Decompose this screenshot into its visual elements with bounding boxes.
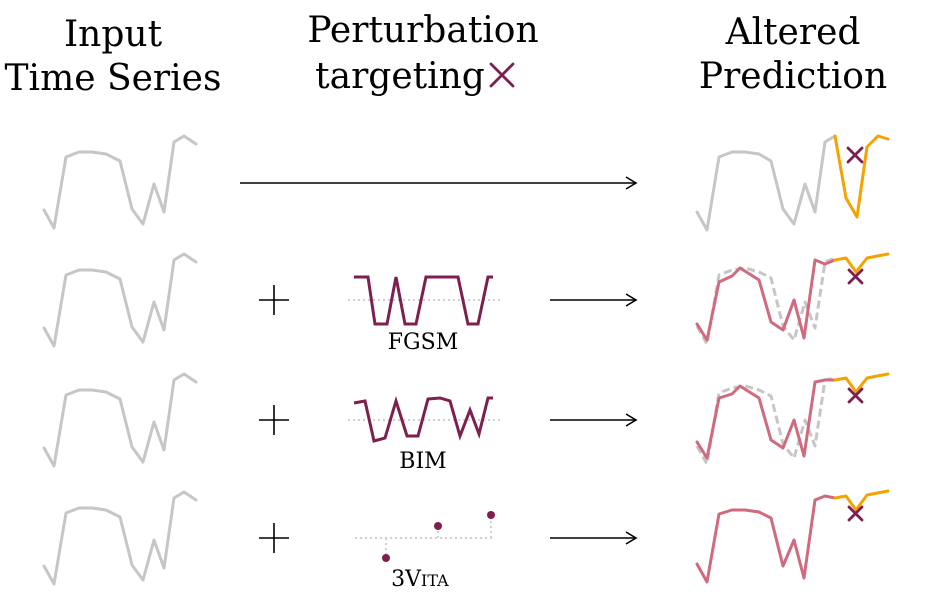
input-series-3 bbox=[42, 372, 198, 468]
prediction-original bbox=[695, 134, 890, 232]
row-fgsm: FGSM bbox=[42, 252, 890, 355]
method-label-fgsm: FGSM bbox=[388, 330, 458, 355]
perturbation-point bbox=[434, 522, 442, 530]
arrow-right-icon bbox=[550, 413, 637, 427]
plus-icon bbox=[259, 405, 289, 435]
header-input-line1: Input bbox=[64, 14, 163, 55]
method-label-bim: BIM bbox=[399, 449, 446, 474]
header-input-line2: Time Series bbox=[5, 58, 222, 99]
plus-icon bbox=[259, 523, 289, 553]
perturbation-bim bbox=[348, 395, 500, 443]
method-label-3vita-smallcaps: ITA bbox=[421, 571, 449, 590]
header-altered-line1: Altered bbox=[725, 12, 861, 53]
method-label-3vita-main: 3V bbox=[391, 567, 422, 592]
input-series-2 bbox=[42, 252, 198, 348]
header-perturbation-line1: Perturbation bbox=[307, 10, 538, 51]
row-bim: BIM bbox=[42, 372, 890, 474]
perturbation-point bbox=[382, 554, 390, 562]
prediction-3vita bbox=[695, 489, 890, 584]
header-target-cross-icon bbox=[489, 62, 515, 88]
arrow-right-icon bbox=[550, 293, 637, 307]
header-altered-line2: Prediction bbox=[699, 56, 887, 97]
long-arrow-right-icon bbox=[240, 176, 637, 190]
perturbation-3vita bbox=[355, 511, 495, 562]
row-3vita: 3V ITA bbox=[42, 489, 890, 592]
target-cross-icon bbox=[847, 387, 864, 404]
prediction-fgsm bbox=[695, 252, 890, 346]
input-series-1 bbox=[42, 134, 198, 230]
perturbation-point bbox=[487, 511, 495, 519]
arrow-right-icon bbox=[550, 531, 637, 545]
input-series-4 bbox=[42, 490, 198, 586]
row-original bbox=[42, 134, 890, 232]
target-cross-icon bbox=[847, 268, 864, 285]
header-perturbation-line2: targeting bbox=[315, 56, 485, 97]
target-cross-icon bbox=[846, 146, 864, 164]
prediction-bim bbox=[695, 372, 890, 466]
perturbation-fgsm bbox=[348, 275, 500, 326]
target-cross-icon bbox=[847, 505, 864, 522]
plus-icon bbox=[259, 285, 289, 315]
